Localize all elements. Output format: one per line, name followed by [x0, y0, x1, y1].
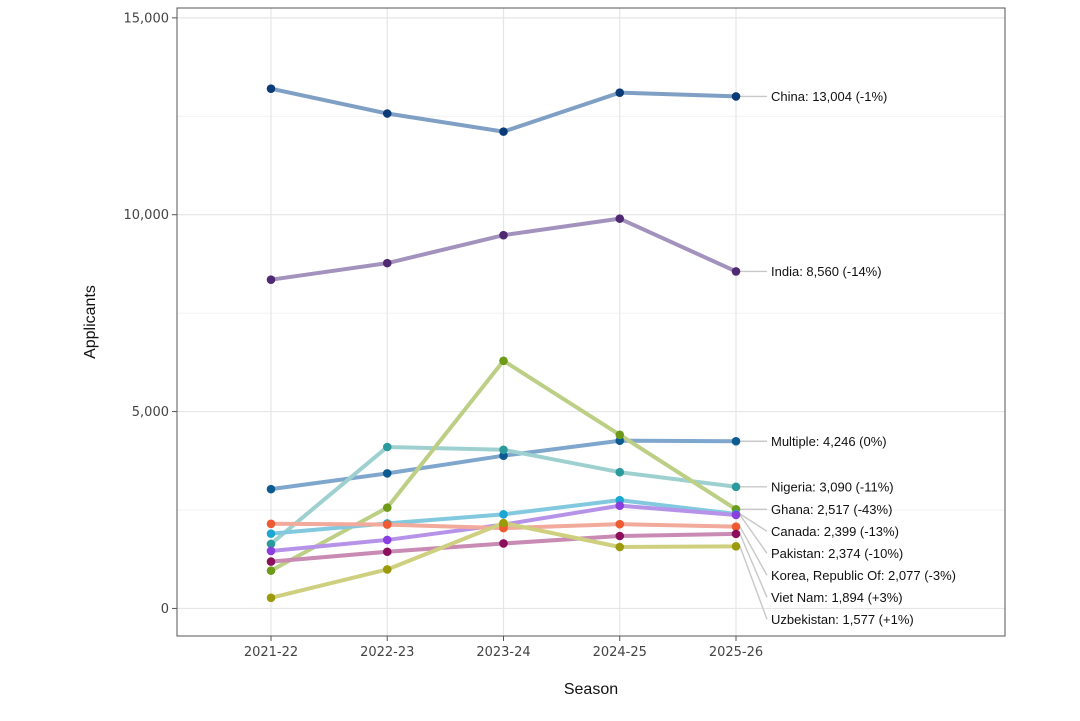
series-end-label: Viet Nam: 1,894 (+3%): [771, 590, 903, 605]
data-point: [382, 520, 392, 529]
y-axis-ticks: 0 5,000 10,000 15,000: [124, 11, 177, 617]
data-point: [731, 529, 741, 539]
y-tick-label: 0: [161, 602, 169, 617]
data-point: [382, 109, 392, 118]
data-point: [266, 566, 276, 575]
plot-panel-border: [176, 7, 1006, 637]
series-end-label: Korea, Republic Of: 2,077 (-3%): [771, 568, 956, 583]
x-tick-label: 2023-24: [476, 645, 530, 660]
data-point: [266, 275, 276, 284]
data-point: [266, 519, 276, 529]
data-point: [382, 503, 392, 512]
data-point: [615, 501, 625, 510]
series-end-labels: China: 13,004 (-1%) India: 8,560 (-14%) Mu…: [771, 89, 956, 627]
data-point: [266, 84, 276, 94]
data-point: [382, 469, 392, 478]
data-point: [731, 267, 741, 276]
y-tick-label: 10,000: [124, 208, 170, 223]
data-point: [266, 546, 276, 556]
data-point: [615, 531, 625, 541]
data-point: [615, 430, 625, 440]
label-leader: [739, 513, 768, 532]
data-point: [499, 230, 508, 240]
data-point: [266, 557, 276, 566]
label-leader: [739, 514, 768, 554]
data-point: [266, 529, 276, 538]
series-end-label: India: 8,560 (-14%): [771, 264, 882, 279]
series-end-label: China: 13,004 (-1%): [771, 89, 887, 104]
x-tick-label: 2025-26: [709, 645, 763, 660]
data-point: [499, 445, 508, 455]
data-point: [731, 92, 741, 101]
label-leader: [739, 546, 768, 620]
x-tick-label: 2024-25: [593, 645, 647, 660]
y-tick-label: 15,000: [124, 11, 170, 26]
data-point: [731, 542, 741, 551]
data-point: [266, 539, 276, 549]
data-point: [382, 547, 392, 557]
data-points: [266, 84, 741, 603]
data-point: [499, 451, 508, 460]
data-point: [382, 442, 392, 452]
label-leader-lines: [739, 95, 768, 620]
series-end-label: Uzbekistan: 1,577 (+1%): [771, 612, 914, 627]
data-point: [615, 88, 625, 97]
series-end-label: Nigeria: 3,090 (-11%): [771, 479, 894, 494]
data-point: [615, 467, 625, 477]
data-point: [382, 565, 392, 574]
data-point: [382, 258, 392, 268]
data-point: [615, 214, 625, 223]
data-point: [731, 522, 741, 531]
data-point: [499, 356, 508, 366]
series-end-label: Canada: 2,399 (-13%): [771, 524, 899, 539]
data-point: [731, 436, 741, 446]
y-axis-title: Applicants: [82, 285, 99, 359]
data-point: [382, 535, 392, 545]
label-leader: [739, 533, 768, 598]
series-end-label: Multiple: 4,246 (0%): [771, 434, 887, 449]
y-tick-label: 5,000: [132, 405, 169, 420]
x-axis-title: Season: [564, 681, 618, 698]
data-point: [266, 593, 276, 603]
data-point: [499, 510, 508, 519]
series-end-label: Ghana: 2,517 (-43%): [771, 502, 892, 517]
data-point: [731, 482, 741, 492]
data-point: [615, 436, 625, 446]
data-point: [266, 484, 276, 494]
series-end-label: Pakistan: 2,374 (-10%): [771, 546, 903, 561]
x-tick-label: 2021-22: [244, 645, 298, 660]
data-point: [499, 518, 508, 528]
data-point: [499, 127, 508, 136]
x-axis-ticks: 2021-22 2022-23 2023-24 2024-25 2025-26: [244, 636, 763, 660]
x-tick-label: 2022-23: [360, 645, 414, 660]
data-point: [615, 542, 625, 552]
label-leader: [739, 526, 768, 576]
data-point: [499, 539, 508, 548]
data-point: [615, 519, 625, 529]
data-point: [731, 510, 741, 520]
